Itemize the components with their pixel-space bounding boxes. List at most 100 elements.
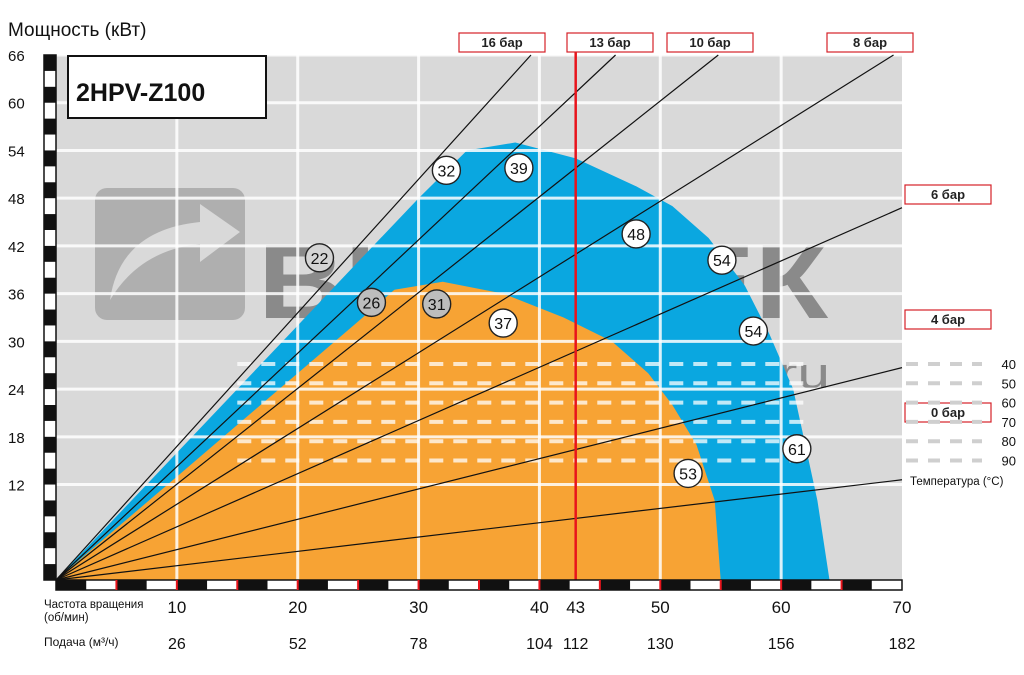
x-tick-flow-label: 104 — [526, 636, 553, 653]
y-axis-ruler-segment — [44, 118, 56, 135]
chart-title: 2HPV-Z100 — [76, 79, 205, 107]
x-tick-speed-label: 30 — [409, 598, 428, 617]
y-axis-ruler-segment — [44, 468, 56, 485]
efficiency-value: 22 — [311, 251, 329, 268]
pressure-label: 0 бар — [931, 405, 965, 420]
efficiency-marker — [488, 308, 518, 338]
efficiency-marker — [356, 287, 387, 318]
y-tick-label: 54 — [8, 143, 25, 160]
y-tick-label: 30 — [8, 334, 25, 351]
efficiency-value: 31 — [428, 297, 446, 314]
pressure-line — [55, 479, 903, 581]
y-tick-label: 48 — [8, 191, 25, 208]
efficiency-value: 53 — [679, 466, 697, 483]
x-tick-speed-label: 70 — [893, 598, 912, 617]
efficiency-marker — [621, 219, 651, 249]
pressure-label: 4 бар — [931, 312, 965, 327]
x-axis-ruler-segment — [479, 580, 510, 590]
x-axis-flow-label: Подача (м³/ч) — [44, 635, 119, 649]
pressure-line — [55, 54, 894, 581]
pressure-line — [55, 54, 719, 581]
y-tick-label: 42 — [8, 239, 25, 256]
pressure-label: 8 бар — [853, 35, 887, 50]
y-axis-ruler-segment — [44, 564, 56, 580]
efficiency-marker — [782, 434, 812, 464]
efficiency-value: 26 — [363, 295, 381, 312]
efficiency-marker — [431, 155, 462, 186]
efficiency-value: 61 — [788, 442, 806, 459]
efficiency-marker — [707, 245, 737, 275]
x-axis-ruler-segment — [599, 580, 631, 590]
x-tick-flow-label: 182 — [889, 636, 916, 653]
y-tick-label: 60 — [8, 96, 25, 113]
temperature-legend-value: 70 — [1002, 415, 1016, 430]
temperature-legend-value: 60 — [1002, 396, 1016, 411]
y-tick-label: 12 — [8, 478, 25, 495]
x-axis-ruler-segment — [660, 580, 691, 590]
y-axis-ruler-segment — [44, 436, 56, 453]
pressure-line — [55, 54, 616, 581]
x-axis-ruler-segment — [358, 580, 389, 590]
pressure-label: 10 бар — [689, 35, 730, 50]
pressure-line — [55, 54, 532, 581]
x-axis-ruler-segment — [297, 580, 328, 590]
y-axis-ruler-segment — [44, 55, 56, 71]
x-tick-speed-label: 60 — [772, 598, 791, 617]
pressure-label: 6 бар — [931, 187, 965, 202]
efficiency-marker — [673, 458, 703, 489]
efficiency-value: 54 — [744, 324, 762, 341]
x-axis-ruler-segment — [720, 580, 751, 590]
x-axis-speed-label: Частота вращения (об/мин) — [44, 599, 143, 624]
x-tick-speed-label: 43 — [566, 598, 585, 617]
x-axis-ruler-segment — [237, 580, 268, 590]
x-tick-flow-label: 156 — [768, 636, 795, 653]
pressure-label-box — [458, 32, 546, 53]
x-axis-ruler-segment — [176, 580, 208, 590]
x-axis-ruler-segment — [841, 580, 872, 590]
y-axis-ruler-segment — [44, 405, 56, 421]
temperature-legend-value: 40 — [1002, 357, 1016, 372]
x-axis-ruler-segment — [781, 580, 812, 590]
y-axis-ruler-segment — [44, 277, 56, 294]
x-axis-ruler-segment — [56, 580, 87, 590]
x-axis-ruler-segment — [418, 580, 449, 590]
pressure-label-box — [666, 32, 754, 53]
efficiency-value: 39 — [510, 161, 528, 178]
y-axis-ruler-segment — [44, 309, 56, 326]
y-axis-ruler-segment — [44, 373, 56, 390]
y-tick-label: 36 — [8, 287, 25, 304]
temperature-legend-value: 80 — [1002, 434, 1016, 449]
pressure-label-box — [904, 309, 992, 330]
y-axis-label: Мощность (кВт) — [8, 20, 146, 41]
pressure-label-box — [826, 32, 914, 53]
y-axis-ruler-segment — [44, 182, 56, 199]
x-tick-speed-label: 10 — [167, 598, 186, 617]
pressure-label-box — [904, 402, 992, 423]
y-axis-ruler-segment — [44, 214, 56, 230]
efficiency-value: 32 — [437, 163, 455, 180]
envelope-area-2 — [56, 281, 721, 580]
y-axis-ruler-segment — [44, 500, 56, 517]
temperature-legend-value: 90 — [1002, 454, 1016, 469]
pressure-label: 16 бар — [481, 35, 522, 50]
x-tick-flow-label: 52 — [289, 636, 307, 653]
x-tick-flow-label: 112 — [563, 636, 589, 653]
temperature-legend-value: 50 — [1002, 376, 1016, 391]
efficiency-marker — [504, 153, 534, 183]
chart-title-box — [67, 55, 267, 119]
y-axis-ruler-segment — [44, 532, 56, 549]
y-tick-label: 66 — [8, 48, 25, 65]
x-tick-flow-label: 78 — [410, 636, 428, 653]
y-tick-label: 24 — [8, 382, 25, 399]
efficiency-value: 54 — [713, 253, 731, 270]
temperature-legend-title: Температура (°C) — [910, 476, 1004, 488]
efficiency-marker — [422, 289, 452, 319]
efficiency-value: 48 — [627, 227, 645, 244]
x-axis-ruler-segment — [539, 580, 570, 590]
efficiency-value: 37 — [494, 316, 512, 333]
x-tick-speed-label: 50 — [651, 598, 670, 617]
watermark-logo-square — [95, 188, 245, 320]
pressure-line — [55, 367, 903, 581]
